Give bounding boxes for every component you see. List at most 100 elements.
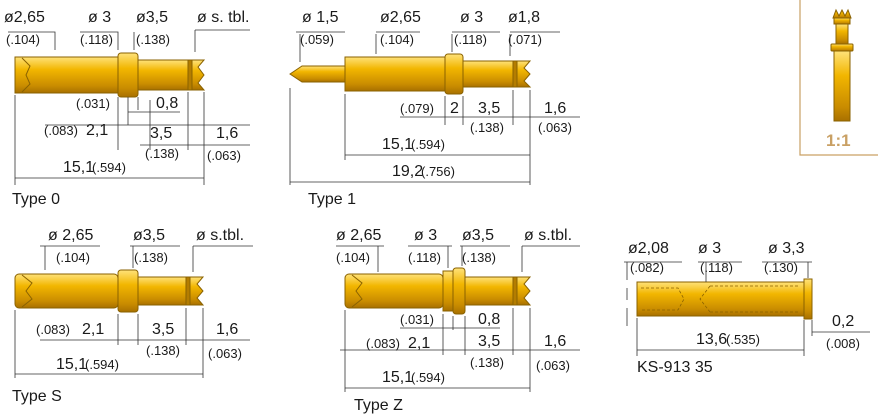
type0-b-label: 2,1 bbox=[86, 122, 108, 139]
typeZ-e-in: (.063) bbox=[536, 358, 570, 373]
typeZ-d4-label: ø s.tbl. bbox=[524, 227, 572, 244]
type1-collar bbox=[444, 53, 464, 95]
typeZ-total-label: 15,1 bbox=[382, 369, 413, 386]
type0-e-label: 1,6 bbox=[216, 125, 238, 142]
typeZ-head bbox=[344, 273, 444, 309]
type0-d3-in: (.138) bbox=[136, 32, 170, 47]
typeS-c-label: 1,6 bbox=[216, 321, 238, 338]
typeS-tail bbox=[189, 276, 205, 306]
type1-d4-in: (.071) bbox=[508, 32, 542, 47]
typeZ-drawing bbox=[336, 245, 580, 392]
typeS-b-label: 3,5 bbox=[152, 321, 174, 338]
typeS-d1-label: ø 2,65 bbox=[48, 227, 93, 244]
ks-body bbox=[636, 281, 805, 317]
type0-drawing bbox=[8, 29, 250, 185]
type1-drawing bbox=[289, 31, 580, 185]
typeZ-tail bbox=[516, 276, 532, 306]
scale-pin-collar bbox=[830, 43, 854, 52]
type0-head bbox=[14, 56, 119, 94]
type1-shaft bbox=[462, 60, 514, 88]
typeS-d3-label: ø s.tbl. bbox=[196, 227, 244, 244]
typeS-collar bbox=[117, 269, 139, 313]
type0-e-in: (.063) bbox=[207, 148, 241, 163]
typeZ-b-in: (.083) bbox=[366, 336, 400, 351]
type0-d1-leader bbox=[8, 31, 56, 50]
typeS-c-in: (.063) bbox=[208, 346, 242, 361]
type1-c-in: (.063) bbox=[538, 120, 572, 135]
typeZ-a-label: 0,8 bbox=[478, 311, 500, 328]
typeZ-b-label: 2,1 bbox=[408, 335, 430, 352]
typeS-d1-in: (.104) bbox=[56, 250, 90, 265]
typeS-title: Type S bbox=[12, 388, 62, 405]
typeS-total-label: 15,1 bbox=[56, 356, 87, 373]
type1-tail bbox=[516, 60, 532, 88]
type0-groove bbox=[187, 59, 193, 91]
type1-ext-lines bbox=[289, 88, 531, 185]
type0-d2-leader bbox=[80, 31, 119, 50]
type1-groove bbox=[512, 60, 518, 88]
typeZ-c-label: 3,5 bbox=[478, 333, 500, 350]
typeS-dim-lines bbox=[15, 339, 250, 375]
type0-collar bbox=[117, 52, 139, 98]
typeS-a-label: 2,1 bbox=[82, 321, 104, 338]
type0-d1-in: (.104) bbox=[6, 32, 40, 47]
scale-label: 1:1 bbox=[826, 131, 851, 150]
typeZ-d1-label: ø 2,65 bbox=[336, 227, 381, 244]
ks-len-label: 13,6 bbox=[696, 331, 727, 348]
typeS-b-in: (.138) bbox=[146, 343, 180, 358]
typeS-shaft bbox=[137, 276, 187, 306]
typeZ-d2-in: (.118) bbox=[408, 250, 441, 265]
ks-bore-2 bbox=[699, 285, 800, 313]
typeS-crown-mark bbox=[21, 274, 33, 308]
type1-dim-lines bbox=[290, 116, 580, 183]
typeZ-d3-label: ø3,5 bbox=[462, 227, 494, 244]
type1-total1-in: (.594) bbox=[411, 137, 445, 152]
type1-total2-label: 19,2 bbox=[392, 163, 423, 180]
ks-rim bbox=[803, 278, 813, 320]
type0-tail bbox=[191, 59, 206, 91]
type0-d1-label: ø2,65 bbox=[4, 9, 45, 26]
type1-total2-in: (.756) bbox=[421, 164, 455, 179]
type1-title: Type 1 bbox=[308, 191, 356, 208]
ks-d2-in: (.118) bbox=[700, 260, 733, 275]
type1-barrel bbox=[344, 56, 446, 92]
ks-ext-lines bbox=[626, 288, 813, 356]
typeS-d2-label: ø3,5 bbox=[133, 227, 165, 244]
typeZ-ext-lines bbox=[344, 308, 531, 392]
type1-b-in: (.138) bbox=[470, 120, 504, 135]
scale-pin-body bbox=[833, 50, 851, 122]
typeZ-leaders bbox=[336, 245, 580, 272]
type0-total-in: (.594) bbox=[92, 160, 126, 175]
type0-d2-label: ø 3 bbox=[88, 9, 111, 26]
ks-dim-lines bbox=[637, 331, 870, 351]
ks-drawing bbox=[624, 261, 870, 356]
typeZ-c-in: (.138) bbox=[470, 355, 504, 370]
typeZ-dim-lines bbox=[340, 327, 580, 389]
scale-box: 1:1 bbox=[799, 0, 878, 156]
scale-pin-neck bbox=[835, 23, 849, 45]
typeZ-title: Type Z bbox=[354, 397, 403, 414]
ks-d1-label: ø2,08 bbox=[628, 240, 669, 257]
type0-d4-label: ø s. tbl. bbox=[197, 9, 249, 26]
scale-pin-head bbox=[833, 17, 851, 25]
type0-d2-in: (.118) bbox=[80, 32, 113, 47]
type1-a-in: (.079) bbox=[400, 101, 434, 116]
type1-b-label: 3,5 bbox=[478, 100, 500, 117]
ks-leaders bbox=[624, 261, 812, 282]
type1-d2-in: (.104) bbox=[380, 32, 414, 47]
ks-rim-in: (.008) bbox=[826, 336, 860, 351]
ks-d3-label: ø 3,3 bbox=[768, 240, 805, 257]
typeZ-total-in: (.594) bbox=[411, 370, 445, 385]
type0-c-in: (.138) bbox=[145, 146, 179, 161]
ks-len-in: (.535) bbox=[726, 332, 760, 347]
typeZ-crown-mark bbox=[351, 274, 363, 308]
type1-leaders bbox=[296, 31, 560, 62]
ks-rim-label: 0,2 bbox=[832, 313, 854, 330]
type0-a-in: (.031) bbox=[76, 96, 110, 111]
scale-box-frame bbox=[799, 0, 878, 156]
scale-pin-crown bbox=[832, 8, 852, 19]
type0-d3-label: ø3,5 bbox=[136, 9, 168, 26]
typeS-leaders bbox=[40, 245, 253, 272]
ks-title: KS-913 35 bbox=[637, 359, 713, 376]
typeZ-shaft bbox=[464, 276, 514, 306]
